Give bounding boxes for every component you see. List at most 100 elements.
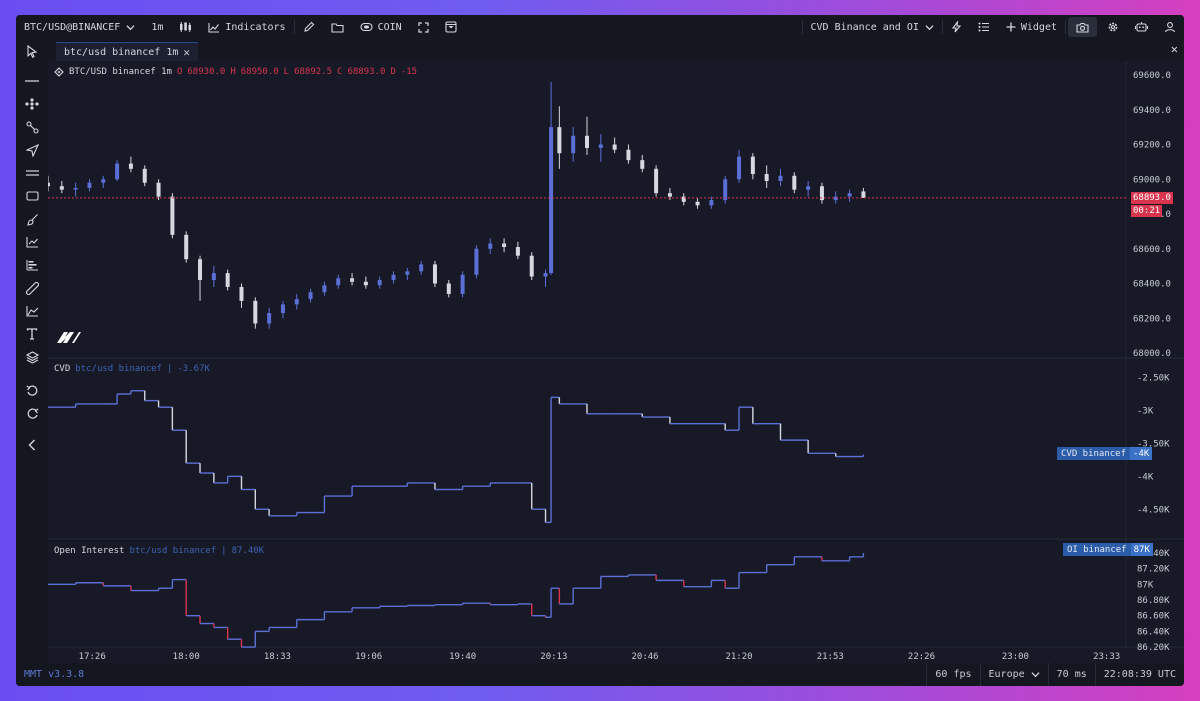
chevron-down-icon [1031,672,1040,678]
layers-tool[interactable] [24,349,40,365]
fib-tool[interactable] [24,96,40,112]
time-axis-label: 23:33 [1093,652,1120,662]
latency-indicator: 70 ms [1047,663,1095,686]
legend-close-label: C [337,67,343,77]
parallel-lines-tool[interactable] [24,165,40,181]
line-chart-icon [25,237,38,248]
legend-close-value: 68893.0 [347,67,386,77]
undo-button[interactable] [24,382,40,398]
candle-body [198,259,203,281]
chart-type-button[interactable] [171,15,200,39]
time-axis-label: 23:00 [1002,652,1029,662]
timeframe-button[interactable]: 1m [143,15,171,39]
text-icon [26,328,38,340]
time-axis-label: 21:20 [725,652,752,662]
candle-body [723,179,728,201]
chart-tabs: btc/usd binancef 1m ✕ ✕ [48,39,1184,61]
parallel-lines-icon [25,170,39,176]
trendline-tool[interactable] [24,119,40,135]
time-axis-label: 18:00 [173,652,200,662]
rectangle-icon [25,191,39,201]
horizontal-line-tool[interactable] [24,73,40,89]
settings-button[interactable] [1099,15,1127,39]
tab-btc-usd[interactable]: btc/usd binancef 1m ✕ [56,42,199,61]
candle-body [377,280,382,286]
legend-open-value: 68930.0 [187,67,226,77]
measure-tool[interactable] [24,280,40,296]
brush-tool[interactable] [24,211,40,227]
region-selector[interactable]: Europe [979,663,1048,686]
alerts-button[interactable] [943,15,970,39]
candle-body [488,243,493,249]
oi-axis-label: 86.40K [1137,627,1170,637]
candle-body [239,286,244,301]
candle-body [515,247,520,256]
time-axis-label: 22:26 [908,652,935,662]
coin-button[interactable]: COIN [352,15,410,39]
toolbar-divider [1065,20,1066,34]
folder-button[interactable] [323,15,352,39]
candle-body [847,193,852,197]
candle-body [419,264,424,272]
list-button[interactable] [970,15,998,39]
cvd-axis-label: -3K [1137,407,1154,417]
legend-delta-label: D [390,67,396,77]
cursor-tool[interactable] [24,43,40,59]
bot-button[interactable] [1127,15,1156,39]
price-axis-label: 69600.0 [1133,71,1171,81]
candle-body [460,274,465,294]
area-chart-tool[interactable] [24,303,40,319]
candle-body [156,182,161,197]
bars-horizontal-icon [26,260,38,271]
candle-body [543,273,548,277]
candle-body [709,200,714,206]
time-axis-label: 17:26 [79,652,106,662]
legend-low-label: L [283,67,290,77]
candles-icon [180,22,192,32]
line-chart-tool[interactable] [24,234,40,250]
screenshot-button[interactable] [1068,17,1097,37]
region-value: Europe [988,669,1025,680]
candle-body [833,196,838,201]
undo-icon [25,385,37,396]
candle-body [363,281,368,286]
price-axis-label: 69200.0 [1133,141,1171,151]
candle-countdown: 00:21 [1133,206,1161,216]
candle-body [571,135,576,154]
text-tool[interactable] [24,326,40,342]
legend-low-value: 68892.5 [294,67,333,77]
candle-body [432,264,437,284]
chart-area[interactable]: 69600.069400.069200.069000.068800.068600… [48,61,1184,663]
collapse-toolbar-button[interactable] [24,437,40,453]
volume-profile-tool[interactable] [24,257,40,273]
binance-logo-icon [54,67,64,77]
candle-body [211,273,216,281]
lightning-icon [951,21,962,33]
candle-countdown-tag: 00:21 [1131,205,1163,217]
save-layout-button[interactable] [437,15,465,39]
indicators-button[interactable]: Indicators [200,15,293,39]
account-button[interactable] [1156,15,1184,39]
rectangle-tool[interactable] [24,188,40,204]
chart-canvas[interactable]: 69600.069400.069200.069000.068800.068600… [48,61,1184,663]
clock-value: 22:08:39 UTC [1103,669,1176,680]
layout-selector[interactable]: CVD Binance and OI [803,15,942,39]
close-panel-icon[interactable]: ✕ [1170,42,1178,56]
legend-high-label: H [230,67,236,77]
area-chart-icon [25,306,38,317]
fullscreen-button[interactable] [410,15,437,39]
cvd-axis-label: -2.50K [1137,374,1170,384]
candle-body [336,278,341,286]
symbol-selector[interactable]: BTC/USD@BINANCEF [16,15,143,39]
draw-button[interactable] [295,15,323,39]
cvd-legend-value: -3.67K [177,364,210,374]
close-icon[interactable]: ✕ [183,45,191,59]
price-axis-label: 68000.0 [1133,349,1171,359]
redo-button[interactable] [24,405,40,421]
add-widget-button[interactable]: Widget [998,15,1065,39]
ray-tool[interactable] [24,142,40,158]
ruler-icon [25,281,39,295]
widget-label: Widget [1020,21,1057,33]
candle-body [294,299,299,305]
coin-label: COIN [377,21,402,33]
